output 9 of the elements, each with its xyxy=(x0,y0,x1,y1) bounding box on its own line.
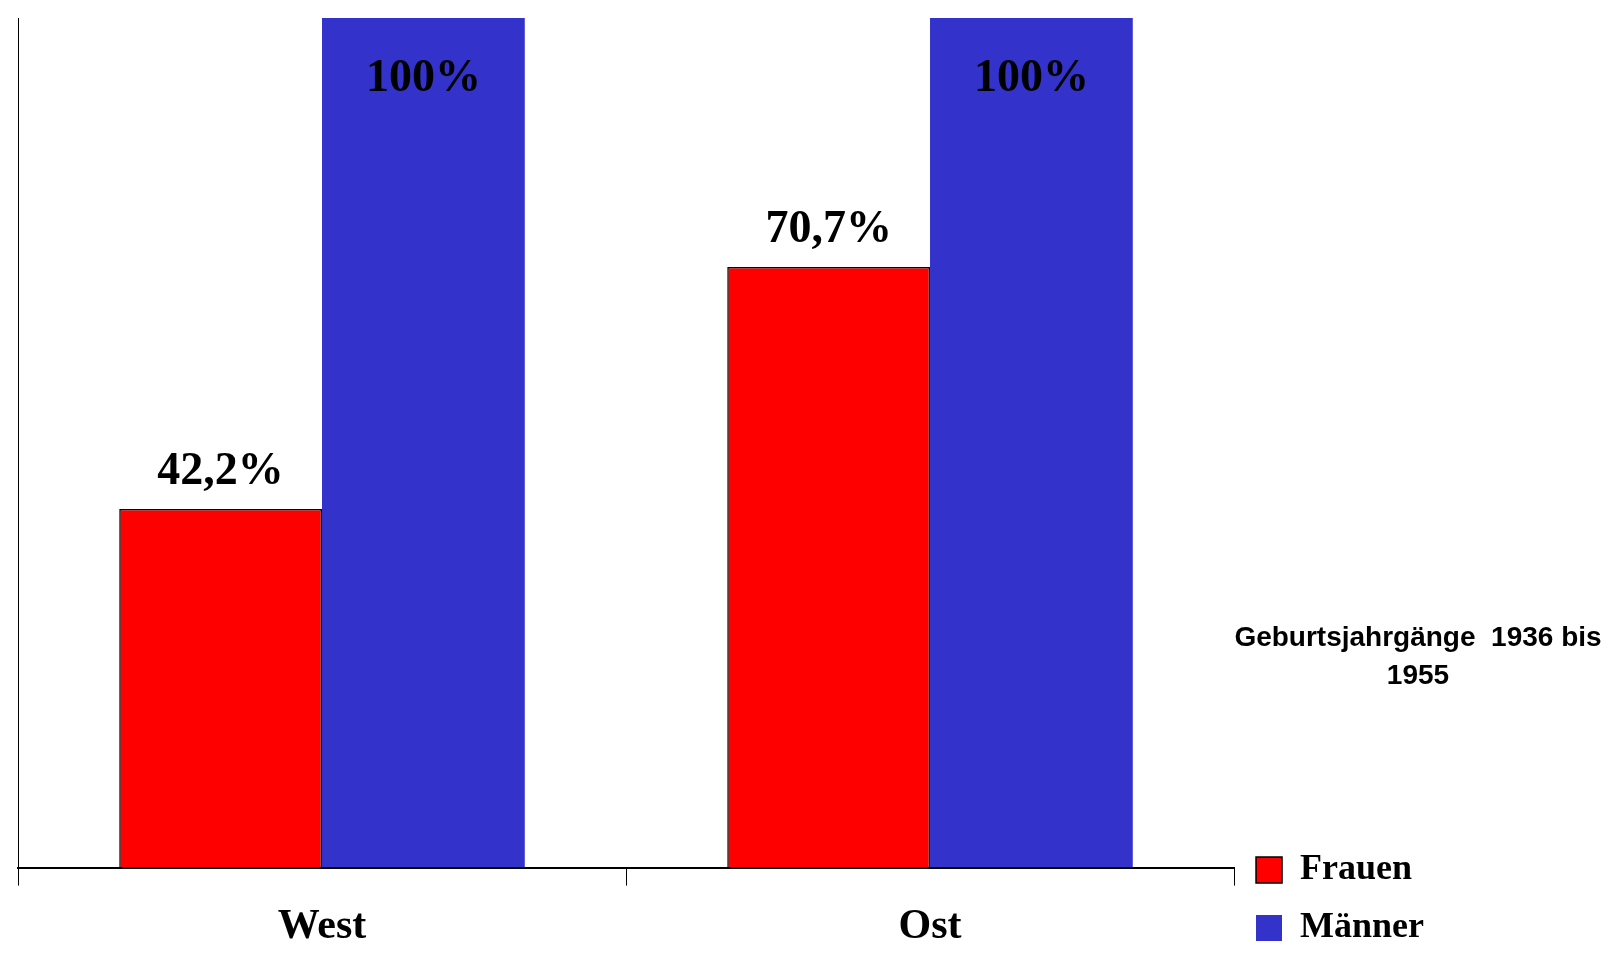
legend-label: Frauen xyxy=(1300,847,1413,888)
legend-label: Männer xyxy=(1300,905,1425,946)
x-tick-label: Ost xyxy=(898,900,962,947)
data-label: 100% xyxy=(973,49,1089,101)
annotation: Geburtsjahrgänge 1936 bis 1955 xyxy=(1234,620,1602,690)
x-tick-label: West xyxy=(277,900,367,947)
data-label: 42,2% xyxy=(157,442,284,494)
data-label: 100% xyxy=(365,49,481,101)
data-label: 70,7% xyxy=(765,200,892,252)
